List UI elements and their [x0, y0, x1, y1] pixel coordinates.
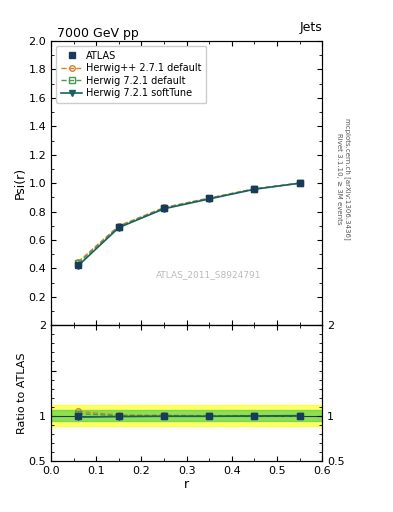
X-axis label: r: r [184, 478, 189, 492]
Text: mcplots.cern.ch [arXiv:1306.3436]: mcplots.cern.ch [arXiv:1306.3436] [344, 118, 351, 240]
Text: Jets: Jets [299, 21, 322, 34]
Legend: ATLAS, Herwig++ 2.7.1 default, Herwig 7.2.1 default, Herwig 7.2.1 softTune: ATLAS, Herwig++ 2.7.1 default, Herwig 7.… [56, 46, 206, 103]
Text: Rivet 3.1.10, ≥ 3M events: Rivet 3.1.10, ≥ 3M events [336, 134, 342, 225]
Y-axis label: Psi(r): Psi(r) [14, 167, 27, 199]
Bar [51, 410, 322, 421]
Text: 7000 GeV pp: 7000 GeV pp [57, 27, 138, 40]
Bar [51, 405, 322, 426]
Y-axis label: Ratio to ATLAS: Ratio to ATLAS [17, 352, 27, 434]
Text: ATLAS_2011_S8924791: ATLAS_2011_S8924791 [156, 270, 261, 279]
